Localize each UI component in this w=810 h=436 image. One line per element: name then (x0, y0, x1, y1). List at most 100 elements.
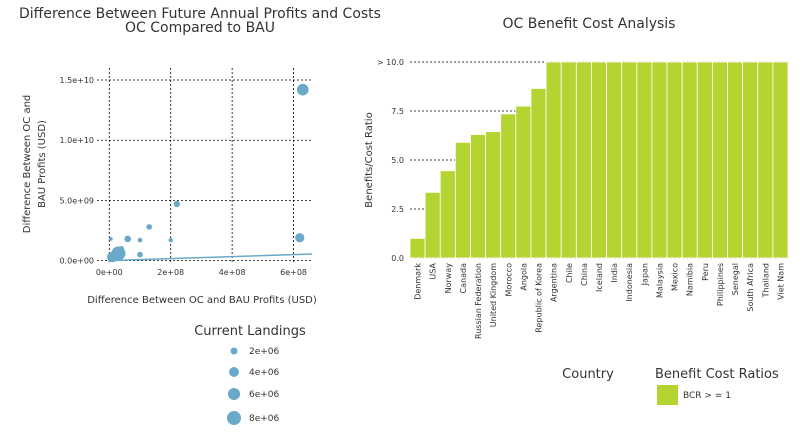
bar-y-tick-label: 7.5 (391, 107, 404, 116)
bar-y-tick-label: > 10.0 (377, 58, 404, 67)
scatter-point (296, 83, 309, 96)
bcr-legend-label: BCR > = 1 (683, 391, 731, 401)
scatter-y-tick-label: 1.5e+10 (59, 76, 94, 85)
bar-y-tick-label: 5.0 (391, 156, 404, 165)
bar (500, 113, 517, 259)
bar-x-tick-label: Senegal (731, 263, 740, 295)
bar-x-tick-label: Thailand (761, 263, 770, 298)
size-legend-label: 4e+06 (249, 368, 280, 378)
size-legend-marker (230, 347, 238, 355)
bar (696, 61, 713, 259)
size-legend-marker (229, 367, 239, 377)
bar (727, 61, 744, 259)
scatter-y-tick-label: 5.0e+09 (59, 196, 94, 205)
scatter-x-tick-label: 2e+08 (157, 268, 184, 277)
scatter-point (110, 254, 118, 262)
bar (545, 61, 562, 259)
bar-x-tick-label: Peru (701, 263, 710, 281)
scatter-y-axis-label-line-2: BAU Profits (USD) (37, 120, 48, 208)
scatter-y-tick-label: 0.0e+00 (59, 257, 94, 266)
bars (409, 61, 789, 259)
bar (591, 61, 607, 259)
scatter-x-axis-label: Difference Between OC and BAU Profits (U… (87, 295, 317, 306)
bar (424, 191, 441, 259)
bar-y-axis-label: Benefits/Cost Ratio (364, 112, 375, 207)
bar-x-tick-label: South Africa (746, 263, 755, 312)
scatter-point (168, 237, 173, 243)
bar-x-tick-label: Japan (640, 263, 649, 286)
bar-x-tick-label: Indonesia (625, 263, 634, 302)
scatter-x-tick-label: 4e+08 (219, 268, 246, 277)
scatter-y-tick-label: 1.0e+10 (59, 136, 94, 145)
scatter-point (173, 200, 180, 208)
scatter-x-tick-label: 0e+00 (96, 268, 123, 277)
bar (530, 88, 547, 259)
scatter-title-line-2: OC Compared to BAU (125, 20, 275, 36)
scatter-y-axis-label-line-1: Difference Between OC and (22, 95, 33, 234)
bar-y-tick-label: 0.0 (391, 254, 404, 263)
scatter-title-line-1: Difference Between Future Annual Profits… (19, 6, 381, 22)
scatter-point (137, 237, 143, 243)
bar (454, 141, 471, 259)
bar (681, 61, 698, 259)
bar (560, 61, 577, 259)
scatter-point (124, 235, 132, 243)
size-legend: 2e+06 4e+06 6e+06 8e+06 (227, 347, 280, 425)
bar (651, 61, 668, 259)
bar (485, 131, 502, 259)
bar-x-tick-label: India (610, 263, 619, 283)
bar-x-tick-label: USA (429, 262, 438, 279)
bar (772, 61, 789, 259)
bar (742, 61, 759, 259)
size-legend-label: 6e+06 (249, 390, 280, 400)
bar-x-tick-label: Philippines (716, 263, 725, 306)
bar-x-tick-label: Denmark (414, 263, 423, 300)
bar-x-tick-label: United Kingdom (489, 263, 498, 327)
bar-x-tick-label: Norway (444, 263, 453, 294)
size-legend-title: Current Landings (194, 324, 306, 339)
scatter-ticks: 0.0e+00 5.0e+09 1.0e+10 1.5e+10 0e+00 2e+08 4e… (59, 76, 307, 277)
scatter-point (295, 233, 305, 243)
bar-chart-title: OC Benefit Cost Analysis (503, 16, 676, 32)
bar-x-tick-label: Namibia (686, 263, 695, 296)
bar (621, 61, 638, 259)
size-legend-label: 8e+06 (249, 414, 280, 424)
bar-x-tick-label: Russian Federation (474, 263, 483, 339)
bcr-legend-title: Benefit Cost Ratios (655, 367, 779, 382)
bar (666, 61, 683, 259)
bar-x-tick-label: Republic of Korea (535, 263, 544, 333)
scatter-points (107, 83, 309, 263)
bar-x-tick-label: Iceland (595, 263, 604, 292)
bar (606, 61, 623, 259)
size-legend-marker (227, 411, 241, 425)
scatter-x-tick-label: 6e+08 (280, 268, 307, 277)
bar-x-tick-label: China (580, 263, 589, 286)
bar (636, 61, 653, 259)
scatter-point (137, 251, 143, 258)
bar-x-tick-label: Angola (519, 263, 528, 291)
bar (515, 105, 532, 259)
scatter-point (108, 237, 113, 241)
bar-ticks: 0.0 2.5 5.0 7.5 > 10.0 Denmark USA Norway Canada… (377, 58, 786, 339)
size-legend-marker (227, 387, 241, 401)
bar-x-tick-label: Canada (459, 263, 468, 294)
bar-x-tick-label: Malaysia (655, 263, 664, 298)
size-legend-label: 2e+06 (249, 347, 280, 357)
bar (712, 61, 728, 259)
bar-x-tick-label: Viet Nam (776, 263, 785, 300)
bar (575, 61, 592, 259)
bar (757, 61, 774, 259)
bar (439, 170, 456, 259)
scatter-trend-line (109, 253, 313, 262)
bar-x-tick-label: Chile (565, 263, 574, 283)
bar-x-tick-label: Mexico (671, 263, 680, 291)
bar-x-tick-label: Morocco (504, 263, 513, 297)
scatter-point (146, 224, 153, 230)
scatter-grid (97, 68, 312, 263)
bar-x-axis-label: Country (562, 367, 614, 382)
bar-y-tick-label: 2.5 (391, 205, 404, 214)
bar (470, 134, 487, 259)
scatter-point (107, 257, 113, 263)
bar-x-tick-label: Argentina (550, 263, 559, 302)
